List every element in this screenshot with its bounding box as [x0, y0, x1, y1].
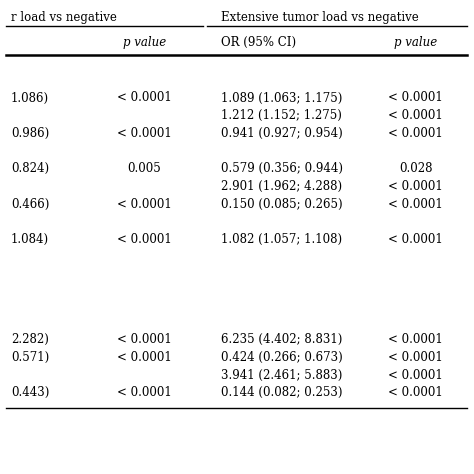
Text: < 0.0001: < 0.0001: [388, 91, 443, 104]
Text: p value: p value: [394, 36, 438, 49]
Text: 2.282): 2.282): [11, 333, 49, 346]
Text: 0.986): 0.986): [11, 127, 49, 140]
Text: < 0.0001: < 0.0001: [388, 198, 443, 210]
Text: 0.466): 0.466): [11, 198, 49, 210]
Text: OR (95% CI): OR (95% CI): [221, 36, 297, 49]
Text: < 0.0001: < 0.0001: [388, 127, 443, 140]
Text: 0.443): 0.443): [11, 386, 49, 399]
Text: 0.150 (0.085; 0.265): 0.150 (0.085; 0.265): [221, 198, 343, 210]
Text: Extensive tumor load vs negative: Extensive tumor load vs negative: [221, 11, 419, 24]
Text: 1.212 (1.152; 1.275): 1.212 (1.152; 1.275): [221, 109, 342, 122]
Text: < 0.0001: < 0.0001: [388, 109, 443, 122]
Text: < 0.0001: < 0.0001: [117, 333, 172, 346]
Text: r load vs negative: r load vs negative: [11, 11, 117, 24]
Text: < 0.0001: < 0.0001: [117, 198, 172, 210]
Text: < 0.0001: < 0.0001: [388, 369, 443, 382]
Text: < 0.0001: < 0.0001: [117, 91, 172, 104]
Text: < 0.0001: < 0.0001: [388, 386, 443, 399]
Text: 0.941 (0.927; 0.954): 0.941 (0.927; 0.954): [221, 127, 343, 140]
Text: < 0.0001: < 0.0001: [117, 127, 172, 140]
Text: 2.901 (1.962; 4.288): 2.901 (1.962; 4.288): [221, 180, 343, 192]
Text: 0.144 (0.082; 0.253): 0.144 (0.082; 0.253): [221, 386, 343, 399]
Text: 6.235 (4.402; 8.831): 6.235 (4.402; 8.831): [221, 333, 343, 346]
Text: 0.579 (0.356; 0.944): 0.579 (0.356; 0.944): [221, 162, 344, 175]
Text: < 0.0001: < 0.0001: [388, 333, 443, 346]
Text: 0.028: 0.028: [399, 162, 432, 175]
Text: 1.082 (1.057; 1.108): 1.082 (1.057; 1.108): [221, 233, 343, 246]
Text: 1.089 (1.063; 1.175): 1.089 (1.063; 1.175): [221, 91, 343, 104]
Text: < 0.0001: < 0.0001: [117, 233, 172, 246]
Text: 1.084): 1.084): [11, 233, 49, 246]
Text: 0.005: 0.005: [128, 162, 161, 175]
Text: 0.424 (0.266; 0.673): 0.424 (0.266; 0.673): [221, 351, 343, 364]
Text: < 0.0001: < 0.0001: [388, 180, 443, 192]
Text: < 0.0001: < 0.0001: [117, 351, 172, 364]
Text: 3.941 (2.461; 5.883): 3.941 (2.461; 5.883): [221, 369, 343, 382]
Text: 1.086): 1.086): [11, 91, 49, 104]
Text: < 0.0001: < 0.0001: [388, 233, 443, 246]
Text: < 0.0001: < 0.0001: [117, 386, 172, 399]
Text: 0.571): 0.571): [11, 351, 49, 364]
Text: p value: p value: [123, 36, 166, 49]
Text: < 0.0001: < 0.0001: [388, 351, 443, 364]
Text: 0.824): 0.824): [11, 162, 49, 175]
